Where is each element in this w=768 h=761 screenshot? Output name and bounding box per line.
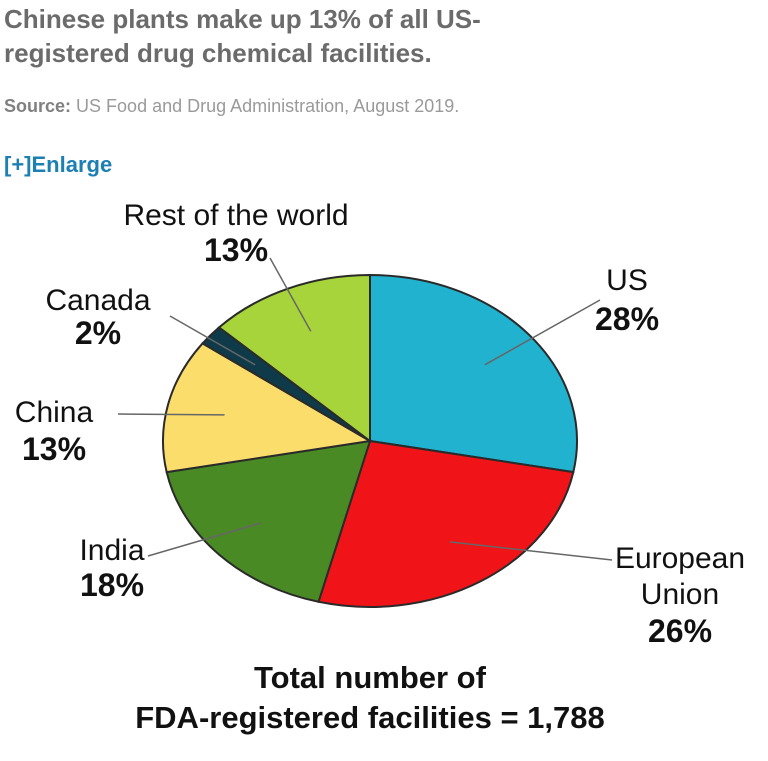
pie-slices	[162, 273, 578, 608]
slice-pct-india: 18%	[80, 567, 144, 603]
pie-slice-india	[165, 439, 372, 603]
label-leader-lines	[117, 257, 613, 561]
slice-label-canada: Canada	[45, 284, 150, 317]
leader-line-rest	[269, 257, 312, 332]
total-facilities-line-1: Total number of	[254, 660, 487, 695]
slice-label-eu-line-1: European	[615, 542, 745, 575]
leader-line-india	[147, 522, 262, 557]
chart-title-line-1: Chinese plants make up 13% of all US-	[4, 4, 481, 34]
leader-line-canada	[169, 315, 256, 366]
slice-pct-us: 28%	[595, 301, 659, 337]
slice-label-india: India	[79, 534, 144, 567]
pie-slice-china	[162, 342, 373, 474]
source-text: US Food and Drug Administration, August …	[76, 96, 460, 116]
source-note: Source: US Food and Drug Administration,…	[4, 96, 459, 117]
leader-line-us	[484, 299, 601, 366]
slice-pct-canada: 2%	[75, 315, 121, 351]
chart-title: Chinese plants make up 13% of all US- re…	[4, 2, 744, 70]
slice-pct-eu: 26%	[648, 613, 712, 649]
slice-pct-rest: 13%	[204, 232, 268, 268]
leader-line-china	[117, 413, 225, 416]
enlarge-link[interactable]: [+]Enlarge	[4, 152, 113, 177]
pie-slice-eu	[317, 439, 575, 608]
source-label: Source:	[4, 96, 72, 116]
slice-label-us: US	[606, 264, 648, 297]
leader-line-eu	[449, 541, 613, 561]
pie-slice-us	[369, 273, 578, 474]
chart-title-line-2: registered drug chemical facilities.	[4, 38, 432, 68]
slice-pct-china: 13%	[22, 431, 86, 467]
slice-label-eu-line-2: Union	[641, 578, 719, 611]
slice-label-rest: Rest of the world	[123, 199, 348, 232]
total-facilities-line-2: FDA-registered facilities = 1,788	[135, 700, 605, 735]
slice-label-china: China	[15, 396, 94, 429]
